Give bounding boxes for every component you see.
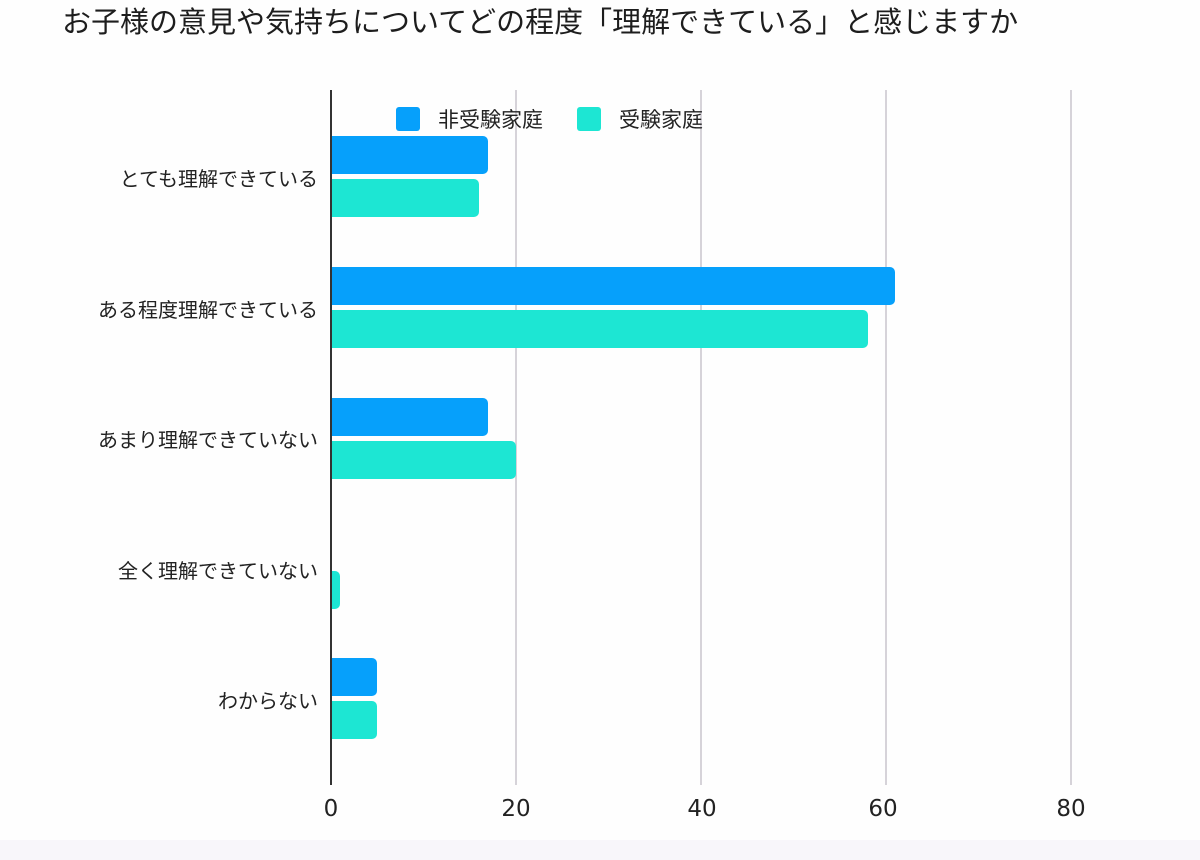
chart-title: お子様の意見や気持ちについてどの程度「理解できている」と感じますか	[62, 5, 1019, 39]
category-label: わからない	[218, 689, 318, 713]
bar-exam	[332, 571, 341, 609]
chart-legend: 非受験家庭 受験家庭	[396, 104, 737, 134]
x-tick-label: 60	[868, 796, 898, 822]
y-axis-line	[330, 90, 332, 785]
legend-swatch-exam	[577, 107, 601, 131]
bar-non-exam	[332, 136, 489, 174]
bar-exam	[332, 441, 516, 479]
legend-swatch-non-exam	[396, 107, 420, 131]
category-label: あまり理解できていない	[98, 428, 318, 452]
gridline	[700, 90, 702, 785]
bottom-strip	[0, 840, 1200, 860]
bar-non-exam	[332, 267, 896, 305]
legend-label: 受験家庭	[619, 108, 703, 132]
bar-exam	[332, 179, 479, 217]
category-label: とても理解できている	[119, 167, 318, 191]
bar-exam	[332, 701, 378, 739]
legend-item-exam: 受験家庭	[577, 104, 703, 134]
x-tick-label: 80	[1056, 796, 1086, 822]
category-label: ある程度理解できている	[98, 298, 318, 322]
bar-exam	[332, 310, 868, 348]
x-tick-label: 20	[501, 796, 531, 822]
gridline	[515, 90, 517, 785]
category-label: 全く理解できていない	[118, 559, 318, 583]
x-tick-label: 40	[687, 796, 717, 822]
legend-label: 非受験家庭	[438, 108, 543, 132]
bar-non-exam	[332, 398, 489, 436]
bar-non-exam	[332, 658, 378, 696]
gridline	[885, 90, 887, 785]
gridline	[1070, 90, 1072, 785]
legend-item-non-exam: 非受験家庭	[396, 104, 543, 134]
x-tick-label: 0	[323, 796, 339, 822]
